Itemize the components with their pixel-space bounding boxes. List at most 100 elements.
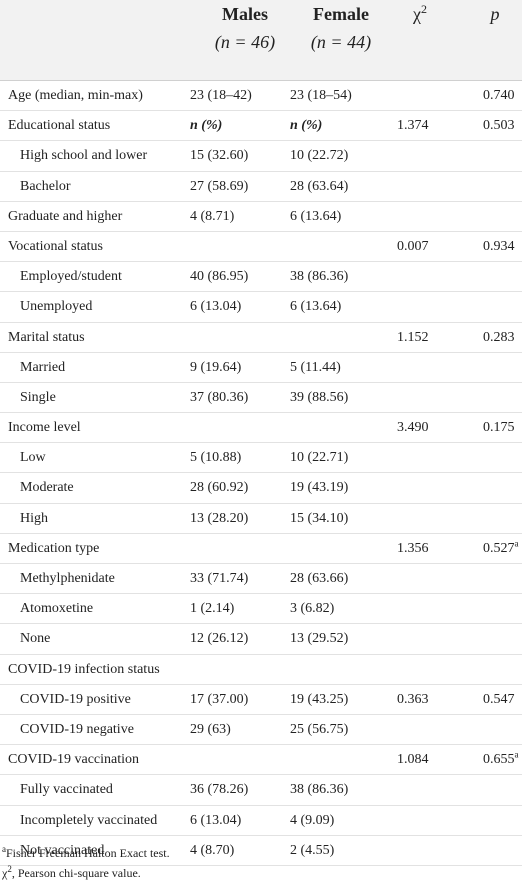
female-value: 10 (22.71) xyxy=(290,450,349,466)
table-row: Incompletely vaccinated 6 (13.04) 4 (9.09) xyxy=(0,806,522,836)
cell-sup: a xyxy=(514,538,519,549)
female-value: 10 (22.72) xyxy=(290,148,349,164)
males-value: 13 (28.20) xyxy=(190,510,249,526)
female-value: 5 (11.44) xyxy=(290,359,341,375)
row-label: Low xyxy=(20,450,46,466)
p-value: 0.527a xyxy=(483,534,519,563)
female-value: 4 (9.09) xyxy=(290,812,335,828)
footnote-text: , Pearson chi-square value. xyxy=(11,866,141,880)
row-label: High xyxy=(20,510,48,526)
chi-value: 1.152 xyxy=(397,329,429,345)
cell-text: 0.527 xyxy=(483,540,515,556)
p-value: 0.934 xyxy=(483,238,515,254)
males-value: 1 (2.14) xyxy=(190,601,235,617)
table-row: COVID-19 positive 17 (37.00) 19 (43.25) 0.3… xyxy=(0,685,522,715)
footnote-mark: a xyxy=(2,844,6,854)
female-value: 28 (63.66) xyxy=(290,571,349,586)
female-n: (n = 44) xyxy=(310,32,372,52)
female-value: 13 (29.52) xyxy=(290,631,349,647)
table-row: Graduate and higher 4 (8.71) 6 (13.64) xyxy=(0,202,522,232)
row-label: Age (median, min-max) xyxy=(8,88,143,103)
row-label: Not vaccinated xyxy=(20,842,105,858)
female-value: 23 (18–54) xyxy=(290,88,352,103)
chi-value: 0.007 xyxy=(397,238,429,254)
female-value: 15 (34.10) xyxy=(290,510,349,526)
table-row: None 12 (26.12) 13 (29.52) xyxy=(0,624,522,655)
p-value: 0.740 xyxy=(483,88,515,103)
row-label: Graduate and higher xyxy=(8,208,123,224)
males-value: 29 (63) xyxy=(190,721,231,737)
footnote-sup: 2 xyxy=(7,864,12,874)
cell-text: 0.655 xyxy=(483,752,515,768)
row-label: Incompletely vaccinated xyxy=(20,812,158,828)
footnote: χ2, Pearson chi-square value. xyxy=(2,863,170,883)
row-label: Vocational status xyxy=(8,238,104,254)
row-label: Income level xyxy=(8,420,81,436)
p-value: 0.503 xyxy=(483,118,515,134)
males-header: Males xyxy=(222,4,268,24)
female-header: Female xyxy=(313,4,369,24)
table-row: High 13 (28.20) 15 (34.10) xyxy=(0,504,522,534)
chi-symbol: χ xyxy=(413,4,421,24)
males-value: 9 (19.64) xyxy=(190,359,242,375)
table-row: Married 9 (19.64) 5 (11.44) xyxy=(0,353,522,383)
row-label: Unemployed xyxy=(20,299,93,315)
female-value: 19 (43.25) xyxy=(290,691,349,707)
males-value: 40 (86.95) xyxy=(190,269,249,285)
female-value: 6 (13.64) xyxy=(290,299,342,315)
female-value: 3 (6.82) xyxy=(290,601,335,617)
males-value: 27 (58.69) xyxy=(190,178,249,194)
table-header: Males (n = 46) Female (n = 44) χ2 p xyxy=(0,0,522,81)
males-value: 15 (32.60) xyxy=(190,148,249,164)
chi-value: 3.490 xyxy=(397,420,429,436)
table-body: Age (median, min-max) 23 (18–42) 23 (18–54… xyxy=(0,81,522,866)
cell-sup: a xyxy=(514,749,519,760)
p-value: 0.283 xyxy=(483,329,515,345)
males-n: (n = 46) xyxy=(214,32,276,52)
row-label: Methylphenidate xyxy=(20,571,115,586)
female-value: 38 (86.36) xyxy=(290,269,349,285)
row-label: Atomoxetine xyxy=(20,601,94,617)
males-value: 5 (10.88) xyxy=(190,450,242,466)
chi-sup: 2 xyxy=(421,2,427,16)
female-value: 28 (63.64) xyxy=(290,178,349,194)
footnote-symbol: χ xyxy=(2,866,8,880)
table-row: COVID-19 infection status xyxy=(0,655,522,685)
footnotes: aFisher Freeman Halton Exact test. χ2, P… xyxy=(2,843,170,883)
table-row: Marital status 1.152 0.283 xyxy=(0,323,522,353)
female-value: 19 (43.19) xyxy=(290,480,349,496)
row-label: Marital status xyxy=(8,329,85,345)
chi-value: 1.356 xyxy=(397,540,429,556)
males-value: 4 (8.71) xyxy=(190,208,235,224)
footnote-text: Fisher Freeman Halton Exact test. xyxy=(6,846,170,860)
males-value: 4 (8.70) xyxy=(190,842,235,858)
table-row: High school and lower 15 (32.60) 10 (22.72… xyxy=(0,141,522,172)
table-row: Unemployed 6 (13.04) 6 (13.64) xyxy=(0,292,522,323)
table-row: Employed/student 40 (86.95) 38 (86.36) xyxy=(0,262,522,293)
chi-value: 1.084 xyxy=(397,752,429,768)
males-value: 12 (26.12) xyxy=(190,631,249,647)
p-value: 0.175 xyxy=(483,420,515,436)
chi-value: 1.374 xyxy=(397,118,429,134)
males-value: 17 (37.00) xyxy=(190,691,249,707)
table-row: Medication type 1.356 0.527a xyxy=(0,534,522,564)
footnote: aFisher Freeman Halton Exact test. xyxy=(2,843,170,863)
males-value: 33 (71.74) xyxy=(190,571,249,586)
chi-header: χ2 xyxy=(395,2,445,25)
female-value: 6 (13.64) xyxy=(290,208,342,224)
table-row: Low 5 (10.88) 10 (22.71) xyxy=(0,443,522,474)
table-row: Atomoxetine 1 (2.14) 3 (6.82) xyxy=(0,594,522,625)
row-label: High school and lower xyxy=(20,148,148,164)
table-row: Not vaccinated 4 (8.70) 2 (4.55) xyxy=(0,836,522,866)
row-label: COVID-19 positive xyxy=(20,691,131,707)
males-value: 23 (18–42) xyxy=(190,88,252,103)
row-label: Bachelor xyxy=(20,178,71,194)
female-value: 38 (86.36) xyxy=(290,782,349,798)
row-label: Fully vaccinated xyxy=(20,782,113,798)
row-label: Moderate xyxy=(20,480,74,496)
chi-value: 0.363 xyxy=(397,691,429,707)
female-value: n (%) xyxy=(290,118,323,134)
row-label: Medication type xyxy=(8,540,100,556)
p-value: 0.547 xyxy=(483,691,515,707)
